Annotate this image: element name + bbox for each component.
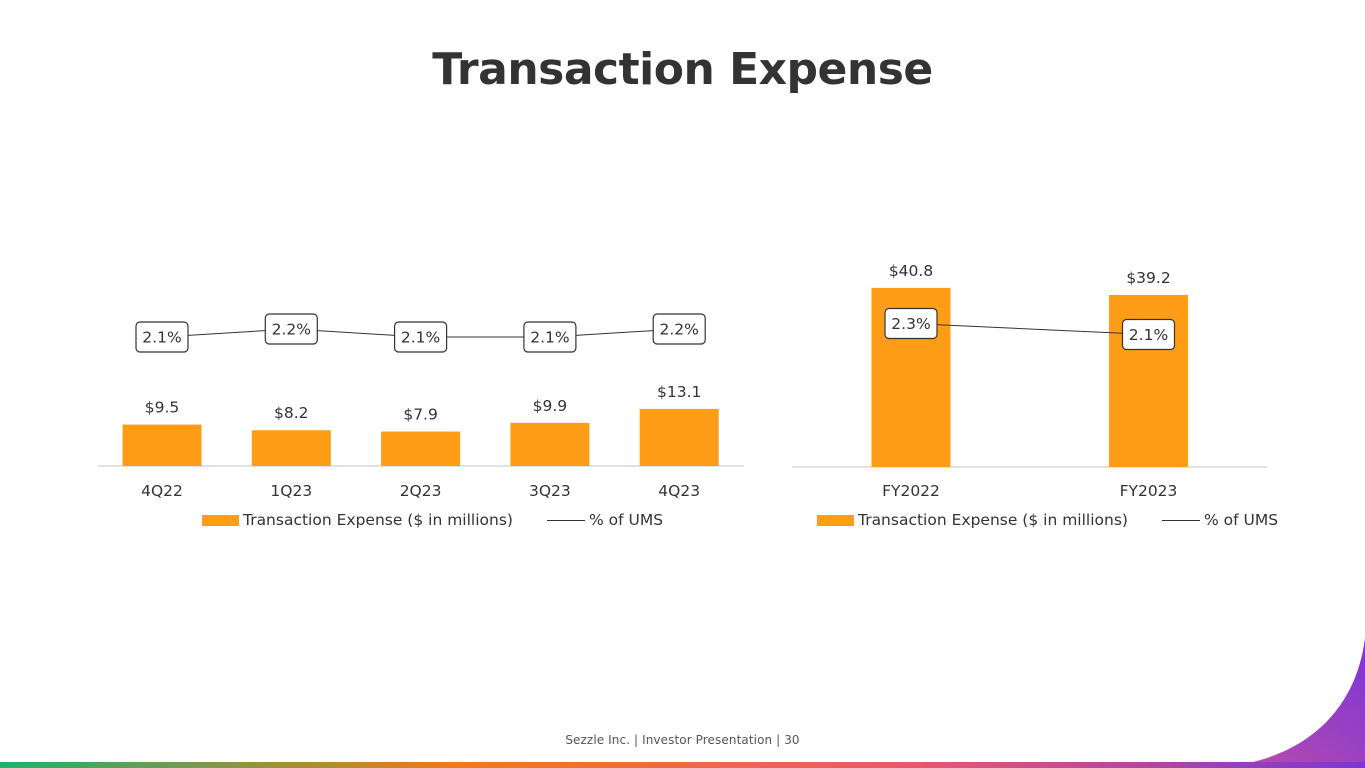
page-title: Transaction Expense (432, 44, 933, 95)
ums-point-label: 2.1% (1129, 326, 1168, 344)
bottom-gradient-strip (0, 762, 1365, 768)
corner-swoosh-graphic (1205, 638, 1365, 768)
legend-line-swatch (1161, 519, 1200, 521)
ums-point-box (523, 321, 577, 353)
footer: Sezzle Inc. | Investor Presentation | 30 (565, 733, 800, 747)
x-tick-label: 1Q23 (270, 482, 312, 500)
bar-4q23 (639, 408, 719, 466)
x-tick-label: 2Q23 (400, 482, 442, 500)
bar-value-label: $7.9 (403, 406, 438, 424)
legend-bar-label: Transaction Expense ($ in millions) (858, 511, 1128, 529)
ums-line (910, 323, 1149, 335)
bar-value-label: $13.1 (657, 383, 701, 401)
bar-value-label: $9.5 (145, 399, 180, 417)
bar-value-label: $39.2 (1126, 269, 1170, 287)
bar-4q22 (122, 424, 202, 466)
x-tick-label: 3Q23 (529, 482, 571, 500)
legend-bar-swatch (817, 514, 854, 526)
ums-point-box (264, 313, 318, 345)
ums-point-box (135, 321, 189, 353)
bar-value-label: $40.8 (889, 262, 933, 280)
annual-legend: Transaction Expense ($ in millions) % of… (817, 509, 1278, 531)
ums-point-box (652, 313, 706, 345)
x-tick-label: FY2023 (1120, 482, 1178, 500)
ums-point-label: 2.2% (272, 321, 311, 339)
bar-value-label: $9.9 (533, 397, 568, 415)
ums-point-label: 2.1% (142, 329, 181, 347)
ums-point-box (884, 307, 938, 340)
x-tick-label: 4Q23 (658, 482, 700, 500)
legend-bar-label: Transaction Expense ($ in millions) (243, 511, 513, 529)
legend-line-swatch (546, 519, 585, 521)
quarterly-legend: Transaction Expense ($ in millions) % of… (202, 509, 663, 531)
ums-point-label: 2.1% (401, 329, 440, 347)
bar-2q23 (381, 431, 461, 466)
legend-line-label: % of UMS (1203, 511, 1279, 529)
bar-value-label: $8.2 (274, 404, 309, 422)
legend-line-label: % of UMS (588, 511, 664, 529)
x-tick-label: 4Q22 (141, 482, 183, 500)
ums-point-box (394, 321, 448, 353)
ums-point-label: 2.3% (891, 315, 930, 333)
bar-3q23 (510, 422, 590, 466)
x-tick-label: FY2022 (882, 482, 940, 500)
ums-point-label: 2.1% (530, 329, 569, 347)
bar-1q23 (251, 430, 331, 466)
ums-point-box (1121, 318, 1176, 351)
legend-bar-swatch (202, 514, 239, 526)
ums-point-label: 2.2% (660, 321, 699, 339)
